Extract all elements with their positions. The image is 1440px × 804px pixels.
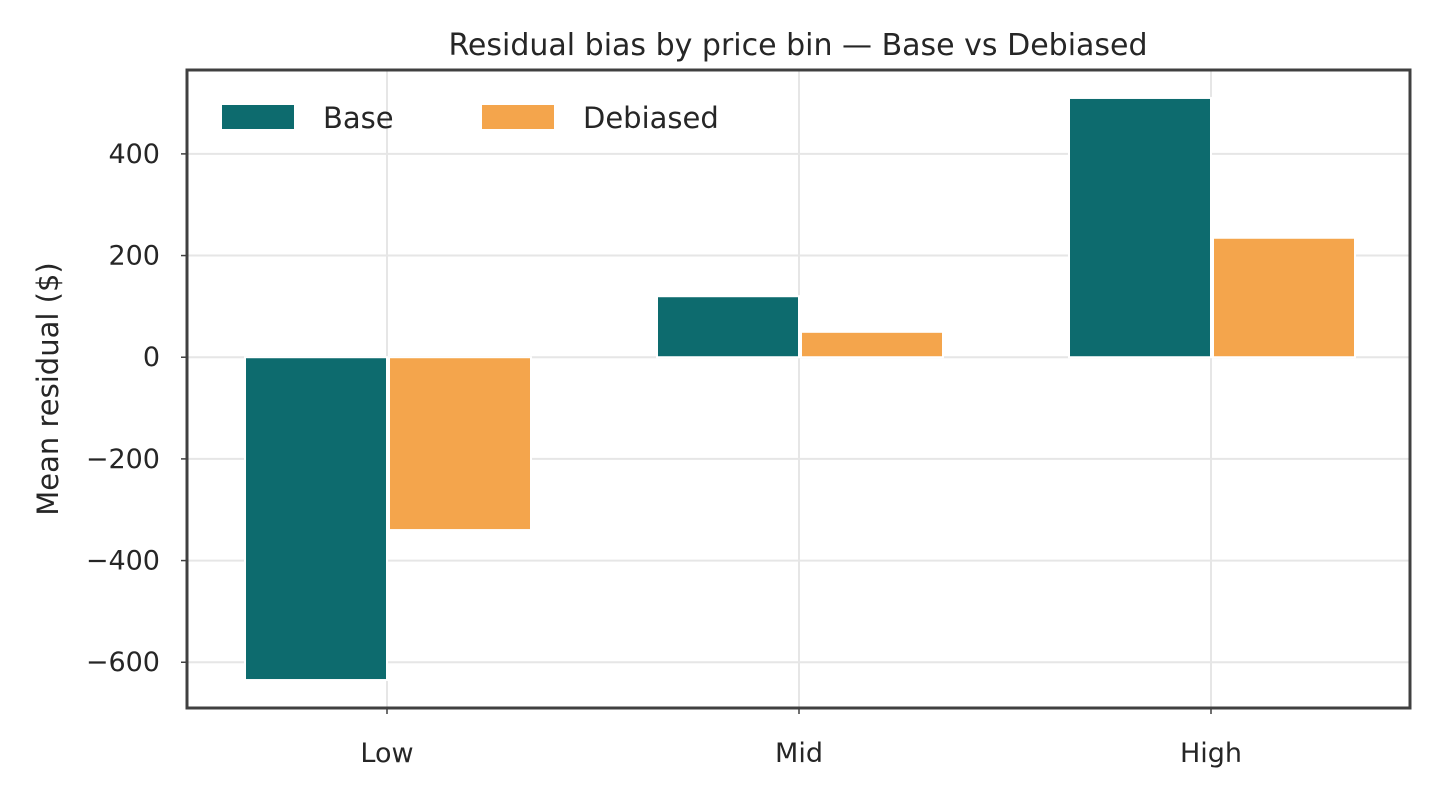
x-tick-label: Low xyxy=(360,738,413,769)
y-tick-label: −400 xyxy=(86,546,160,577)
y-tick-label: 0 xyxy=(143,342,160,373)
legend-label-base: Base xyxy=(323,101,394,135)
x-tick-label: Mid xyxy=(775,738,823,769)
legend-swatch-debiased xyxy=(482,105,554,129)
bar-debiased-mid xyxy=(800,330,944,359)
bar-base-high xyxy=(1068,96,1212,359)
bar-base-low xyxy=(244,356,388,682)
bar-debiased-low xyxy=(388,356,532,532)
y-tick-label: 200 xyxy=(108,241,160,272)
y-tick-label: −200 xyxy=(86,444,160,475)
x-tick-label: High xyxy=(1180,738,1242,769)
legend: Base Debiased xyxy=(222,101,719,135)
y-axis-label: Mean residual ($) xyxy=(31,262,65,515)
ticks: −600 −400 −200 0 200 400 Low Mid High xyxy=(86,139,1242,769)
chart-title: Residual bias by price bin — Base vs Deb… xyxy=(448,28,1147,63)
bar-base-mid xyxy=(656,295,800,359)
bar-debiased-high xyxy=(1212,236,1356,359)
legend-label-debiased: Debiased xyxy=(583,101,719,135)
bars xyxy=(244,96,1356,682)
legend-swatch-base xyxy=(222,105,294,129)
y-tick-label: 400 xyxy=(108,139,160,170)
y-tick-label: −600 xyxy=(86,647,160,678)
